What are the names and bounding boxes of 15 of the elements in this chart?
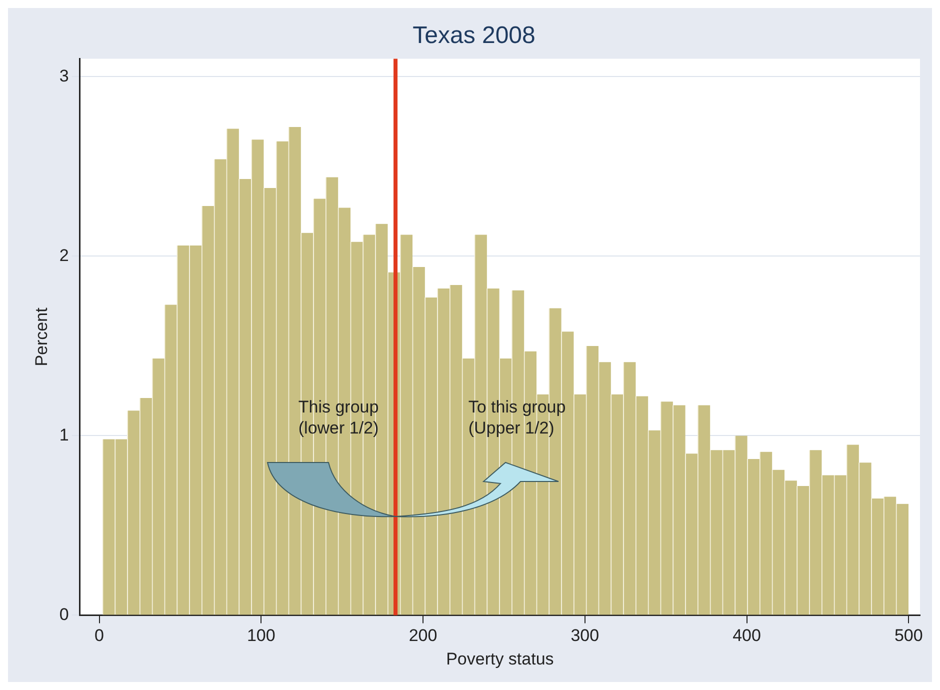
y-tick-label: 2 xyxy=(59,246,69,265)
x-axis-title: Poverty status xyxy=(446,649,554,668)
x-tick-label: 0 xyxy=(94,626,104,646)
chart-title: Texas 2008 xyxy=(412,22,536,50)
annotation: To this group (Upper 1/2) xyxy=(468,397,566,438)
y-tick-label: 0 xyxy=(59,604,69,624)
y-tick-label: 1 xyxy=(59,425,69,444)
annotation: This group (lower 1/2) xyxy=(298,397,379,438)
x-tick-label: 100 xyxy=(246,626,276,646)
x-tick-label: 500 xyxy=(894,626,923,646)
x-tick-label: 200 xyxy=(408,626,438,646)
x-tick-label: 400 xyxy=(732,626,761,646)
y-axis-title: Percent xyxy=(32,307,51,366)
y-tick-label: 3 xyxy=(59,66,69,86)
x-tick-label: 300 xyxy=(570,626,600,646)
